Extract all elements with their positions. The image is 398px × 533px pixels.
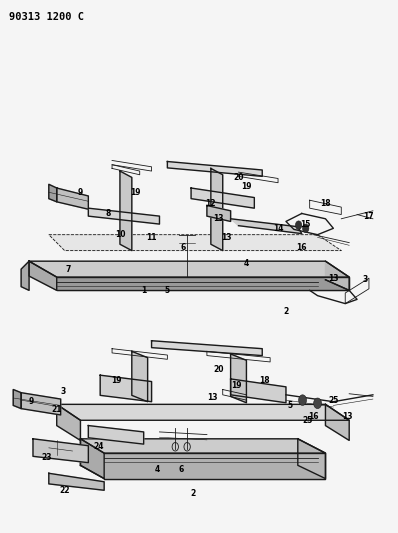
Text: 22: 22	[59, 486, 70, 495]
Polygon shape	[207, 206, 230, 221]
Text: 19: 19	[111, 376, 121, 385]
Circle shape	[298, 395, 306, 406]
Text: 12: 12	[206, 199, 216, 208]
Polygon shape	[49, 184, 57, 202]
Text: 9: 9	[78, 188, 83, 197]
Polygon shape	[326, 405, 349, 440]
Text: 1: 1	[141, 286, 146, 295]
Text: 5: 5	[287, 401, 293, 410]
Text: 6: 6	[179, 465, 184, 473]
Circle shape	[314, 398, 322, 409]
Polygon shape	[80, 439, 326, 453]
Polygon shape	[230, 354, 246, 403]
Text: 14: 14	[273, 224, 283, 233]
Text: 7: 7	[66, 265, 71, 273]
Polygon shape	[132, 351, 148, 402]
Text: 90313 1200 C: 90313 1200 C	[9, 12, 84, 22]
Text: 20: 20	[233, 173, 244, 182]
Text: 24: 24	[93, 442, 103, 451]
Circle shape	[302, 224, 309, 232]
Polygon shape	[57, 405, 80, 440]
Text: 25: 25	[302, 416, 313, 425]
Polygon shape	[152, 341, 262, 356]
Polygon shape	[88, 208, 160, 224]
Polygon shape	[21, 261, 29, 290]
Text: 4: 4	[244, 260, 249, 268]
Text: 3: 3	[60, 386, 65, 395]
Polygon shape	[80, 439, 104, 479]
Text: 16: 16	[297, 244, 307, 253]
Polygon shape	[326, 261, 349, 290]
Text: 18: 18	[259, 376, 269, 385]
Text: 2: 2	[191, 489, 196, 498]
Polygon shape	[230, 379, 286, 403]
Polygon shape	[29, 261, 57, 290]
Text: 19: 19	[241, 182, 252, 191]
Text: 6: 6	[181, 244, 186, 253]
Text: 23: 23	[41, 453, 52, 462]
Text: 13: 13	[213, 214, 224, 223]
Text: 19: 19	[231, 381, 242, 390]
Polygon shape	[57, 188, 88, 209]
Text: 13: 13	[342, 411, 353, 421]
Text: 9: 9	[28, 397, 34, 406]
Text: 11: 11	[146, 233, 157, 242]
Polygon shape	[57, 405, 349, 420]
Polygon shape	[168, 161, 262, 176]
Text: 13: 13	[328, 273, 339, 282]
Polygon shape	[230, 219, 302, 233]
Text: 13: 13	[208, 393, 218, 402]
Polygon shape	[88, 425, 144, 444]
Polygon shape	[120, 171, 132, 251]
Text: 19: 19	[131, 188, 141, 197]
Polygon shape	[49, 473, 104, 490]
Text: 3: 3	[362, 275, 368, 284]
Text: 25: 25	[328, 395, 339, 405]
Polygon shape	[104, 453, 326, 479]
Text: 4: 4	[155, 465, 160, 473]
Text: 21: 21	[51, 405, 62, 414]
Polygon shape	[33, 439, 88, 463]
Polygon shape	[29, 261, 349, 277]
Text: 13: 13	[221, 233, 232, 242]
Text: 5: 5	[165, 286, 170, 295]
Text: 20: 20	[213, 366, 224, 374]
Text: 18: 18	[320, 199, 331, 208]
Text: 15: 15	[300, 220, 311, 229]
Polygon shape	[21, 393, 60, 415]
Polygon shape	[211, 168, 223, 251]
Text: 17: 17	[364, 212, 374, 221]
Text: 16: 16	[308, 411, 319, 421]
Polygon shape	[100, 375, 152, 402]
Text: 10: 10	[115, 230, 125, 239]
Circle shape	[295, 221, 302, 229]
Polygon shape	[298, 439, 326, 479]
Text: 2: 2	[283, 307, 289, 316]
Polygon shape	[13, 390, 21, 409]
Polygon shape	[57, 277, 349, 290]
Polygon shape	[191, 188, 254, 208]
Polygon shape	[49, 235, 341, 251]
Text: 8: 8	[105, 209, 111, 218]
